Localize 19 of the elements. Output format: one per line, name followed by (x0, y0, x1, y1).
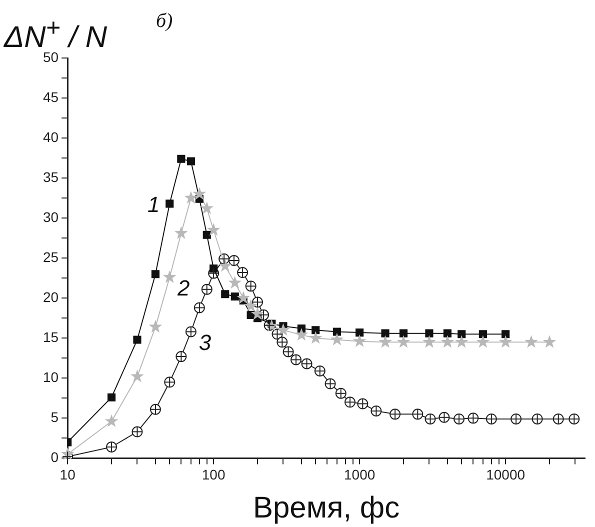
y-tick-label: 5 (50, 409, 59, 426)
x-tick-label: 1000 (344, 466, 376, 482)
y-tick-label: 35 (42, 168, 59, 185)
y-tick-label: 40 (42, 128, 59, 145)
y-tick-label: 20 (42, 288, 59, 305)
y-tick-label: 50 (42, 48, 59, 65)
series-label: 2 (176, 275, 190, 300)
series-label: 1 (147, 192, 160, 217)
y-tick-label: 25 (42, 248, 59, 265)
text: б) (156, 10, 173, 33)
x-axis-title: Время, фс (252, 491, 400, 524)
x-tick-label: 100 (202, 466, 226, 482)
y-tick-label: 45 (42, 88, 59, 105)
y-tick-label: 30 (42, 208, 59, 225)
x-tick-label: 10000 (486, 466, 526, 482)
y-tick-label: 0 (50, 449, 59, 466)
series-label: 3 (198, 330, 212, 355)
y-tick-label: 10 (42, 369, 59, 386)
y-tick-label: 15 (42, 329, 59, 345)
